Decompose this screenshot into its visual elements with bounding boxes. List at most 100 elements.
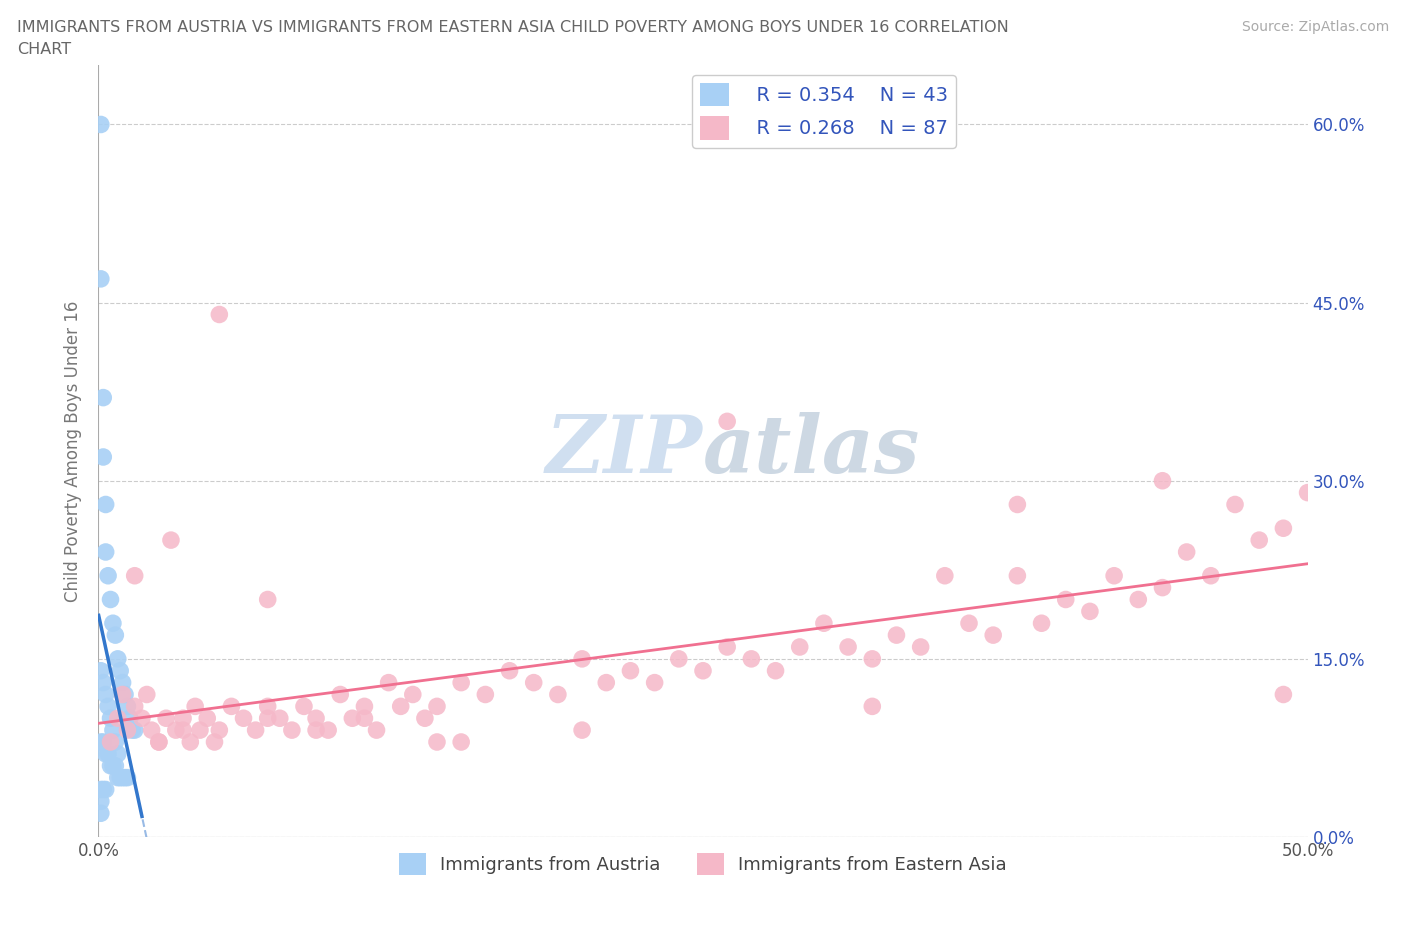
Point [90, 794, 112, 809]
Point [377, 675, 399, 690]
Point [1054, 592, 1077, 607]
Point [547, 687, 569, 702]
Point [160, 533, 183, 548]
Point [1199, 568, 1222, 583]
Point [402, 687, 425, 702]
Point [619, 663, 641, 678]
Point [981, 628, 1004, 643]
Point [124, 568, 146, 583]
Point [934, 568, 956, 583]
Point [131, 711, 153, 725]
Text: ZIP: ZIP [546, 412, 703, 490]
Point [135, 687, 157, 702]
Point [837, 640, 859, 655]
Point [450, 675, 472, 690]
Point [342, 711, 364, 725]
Point [90, 782, 112, 797]
Point [789, 640, 811, 655]
Point [716, 414, 738, 429]
Point [100, 592, 122, 607]
Point [172, 711, 194, 725]
Point [124, 723, 146, 737]
Point [353, 711, 375, 725]
Point [208, 307, 231, 322]
Point [94, 497, 117, 512]
Point [172, 723, 194, 737]
Point [94, 687, 117, 702]
Point [292, 699, 315, 714]
Point [765, 663, 787, 678]
Point [571, 723, 593, 737]
Point [107, 747, 129, 762]
Point [100, 711, 122, 725]
Point [256, 711, 278, 725]
Point [148, 735, 170, 750]
Point [90, 735, 112, 750]
Point [1175, 545, 1198, 560]
Point [716, 640, 738, 655]
Point [97, 568, 120, 583]
Point [1152, 580, 1174, 595]
Point [413, 711, 436, 725]
Point [281, 723, 304, 737]
Point [1272, 687, 1295, 702]
Point [886, 628, 908, 643]
Point [256, 699, 278, 714]
Point [107, 651, 129, 666]
Point [204, 735, 226, 750]
Y-axis label: Child Poverty Among Boys Under 16: Child Poverty Among Boys Under 16 [65, 300, 83, 602]
Point [179, 735, 201, 750]
Point [644, 675, 666, 690]
Point [232, 711, 254, 725]
Point [121, 723, 143, 737]
Point [269, 711, 291, 725]
Point [245, 723, 267, 737]
Point [124, 699, 146, 714]
Point [1296, 485, 1319, 500]
Point [94, 782, 117, 797]
Point [1007, 497, 1029, 512]
Point [188, 723, 211, 737]
Point [114, 687, 136, 702]
Point [1152, 473, 1174, 488]
Point [910, 640, 932, 655]
Point [97, 747, 120, 762]
Point [450, 735, 472, 750]
Point [195, 711, 218, 725]
Point [305, 711, 328, 725]
Point [97, 699, 120, 714]
Point [860, 699, 883, 714]
Point [91, 675, 114, 690]
Point [141, 723, 163, 737]
Point [118, 711, 141, 725]
Point [329, 687, 352, 702]
Point [208, 723, 231, 737]
Point [111, 687, 134, 702]
Point [108, 663, 131, 678]
Point [114, 770, 136, 785]
Text: Source: ZipAtlas.com: Source: ZipAtlas.com [1241, 20, 1389, 34]
Point [1007, 568, 1029, 583]
Text: CHART: CHART [17, 42, 70, 57]
Point [94, 545, 117, 560]
Point [256, 592, 278, 607]
Point [101, 758, 124, 773]
Legend: Immigrants from Austria, Immigrants from Eastern Asia: Immigrants from Austria, Immigrants from… [392, 845, 1014, 882]
Point [100, 758, 122, 773]
Point [692, 663, 714, 678]
Point [94, 747, 117, 762]
Point [305, 723, 328, 737]
Point [184, 699, 207, 714]
Point [104, 628, 127, 643]
Text: IMMIGRANTS FROM AUSTRIA VS IMMIGRANTS FROM EASTERN ASIA CHILD POVERTY AMONG BOYS: IMMIGRANTS FROM AUSTRIA VS IMMIGRANTS FR… [17, 20, 1008, 35]
Point [90, 272, 112, 286]
Point [104, 735, 127, 750]
Point [1102, 568, 1125, 583]
Point [90, 805, 112, 820]
Point [155, 711, 177, 725]
Point [101, 723, 124, 737]
Point [668, 651, 690, 666]
Point [117, 770, 139, 785]
Point [1272, 521, 1295, 536]
Point [148, 735, 170, 750]
